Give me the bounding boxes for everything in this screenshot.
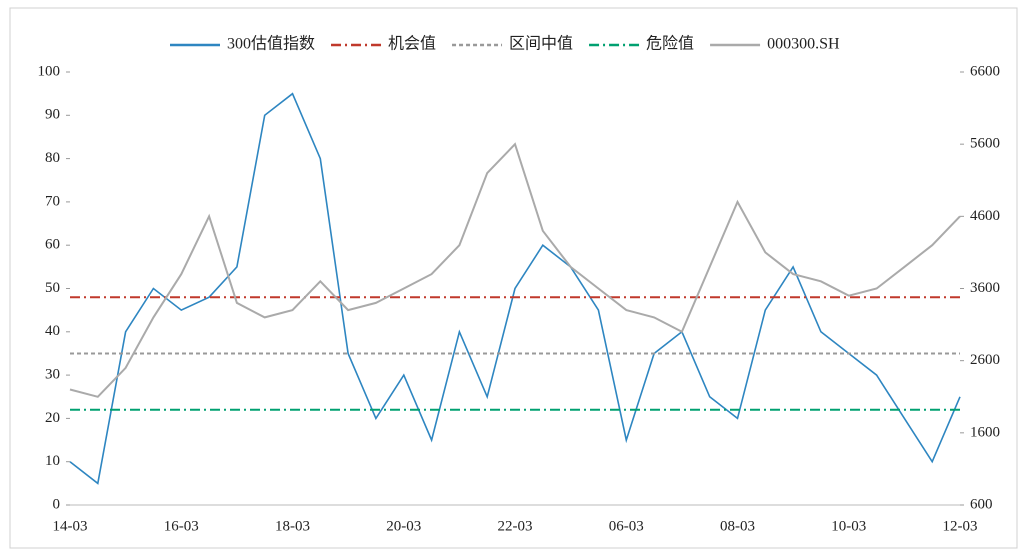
legend-label: 机会值 xyxy=(388,35,436,53)
x-tick-label: 06-03 xyxy=(609,518,644,534)
x-tick-label: 16-03 xyxy=(164,518,199,534)
y-tick-label: 90 xyxy=(45,107,60,123)
y2-tick-label: 6600 xyxy=(970,63,1000,79)
x-tick-label: 18-03 xyxy=(275,518,310,534)
x-tick-label: 14-03 xyxy=(53,518,88,534)
x-tick-label: 20-03 xyxy=(386,518,421,534)
x-tick-label: 22-03 xyxy=(498,518,533,534)
y-tick-label: 60 xyxy=(45,237,60,253)
y-tick-label: 0 xyxy=(53,496,61,512)
x-tick-label: 10-03 xyxy=(831,518,866,534)
y-tick-label: 30 xyxy=(45,367,60,383)
legend-label: 000300.SH xyxy=(767,36,840,53)
y2-tick-label: 600 xyxy=(970,496,993,512)
y-tick-label: 40 xyxy=(45,323,60,339)
legend-label: 区间中值 xyxy=(509,35,573,53)
y-tick-label: 70 xyxy=(45,193,60,209)
legend-label: 危险值 xyxy=(646,35,694,53)
x-tick-label: 08-03 xyxy=(720,518,755,534)
series-line xyxy=(69,142,961,398)
y2-tick-label: 1600 xyxy=(970,424,1000,440)
y-tick-label: 100 xyxy=(38,63,61,79)
legend-label: 300估值指数 xyxy=(227,35,315,53)
series-line xyxy=(69,92,961,485)
chart-frame xyxy=(9,7,1018,549)
y-tick-label: 80 xyxy=(45,150,60,166)
x-tick-label: 12-03 xyxy=(943,518,978,534)
y2-tick-label: 5600 xyxy=(970,136,1000,152)
y2-tick-label: 3600 xyxy=(970,280,1000,296)
legend: 300估值指数 机会值 区间中值 危险值 000300.SH xyxy=(170,35,840,53)
y2-tick-label: 2600 xyxy=(970,352,1000,368)
y-tick-label: 20 xyxy=(45,410,60,426)
y2-tick-label: 4600 xyxy=(970,208,1000,224)
y-tick-label: 50 xyxy=(45,280,60,296)
y-tick-label: 10 xyxy=(45,453,60,469)
